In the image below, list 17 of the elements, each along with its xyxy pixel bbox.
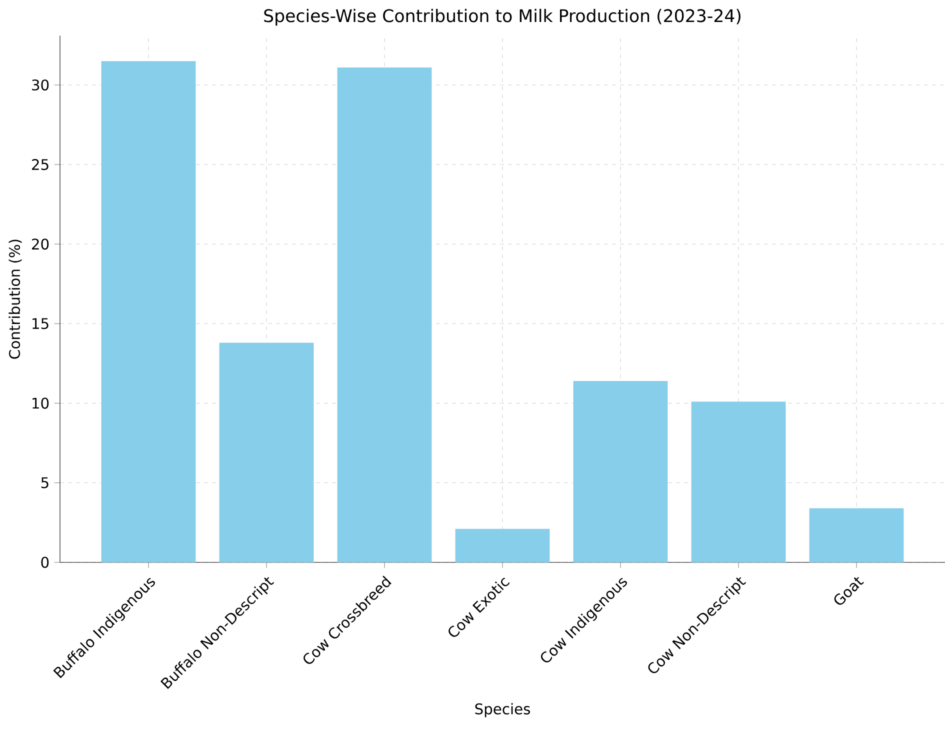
bar xyxy=(101,61,196,562)
y-tick-label: 20 xyxy=(32,238,49,250)
y-tick-label: 15 xyxy=(32,318,48,330)
bar xyxy=(219,342,314,562)
chart-title: Species-Wise Contribution to Milk Production (2023-24) xyxy=(264,8,740,26)
y-tick-label: 5 xyxy=(41,477,48,488)
bar xyxy=(573,380,668,562)
y-tick-label: 0 xyxy=(41,556,49,568)
bar xyxy=(455,528,550,562)
x-axis-title: Species xyxy=(475,703,530,718)
y-tick-label: 30 xyxy=(32,79,49,91)
bar xyxy=(691,402,786,562)
y-tick-label: 10 xyxy=(32,398,49,409)
y-axis-title: Contribution (%) xyxy=(8,240,22,359)
bar xyxy=(337,67,432,562)
y-tick-label: 25 xyxy=(32,159,48,170)
bar xyxy=(809,508,904,562)
